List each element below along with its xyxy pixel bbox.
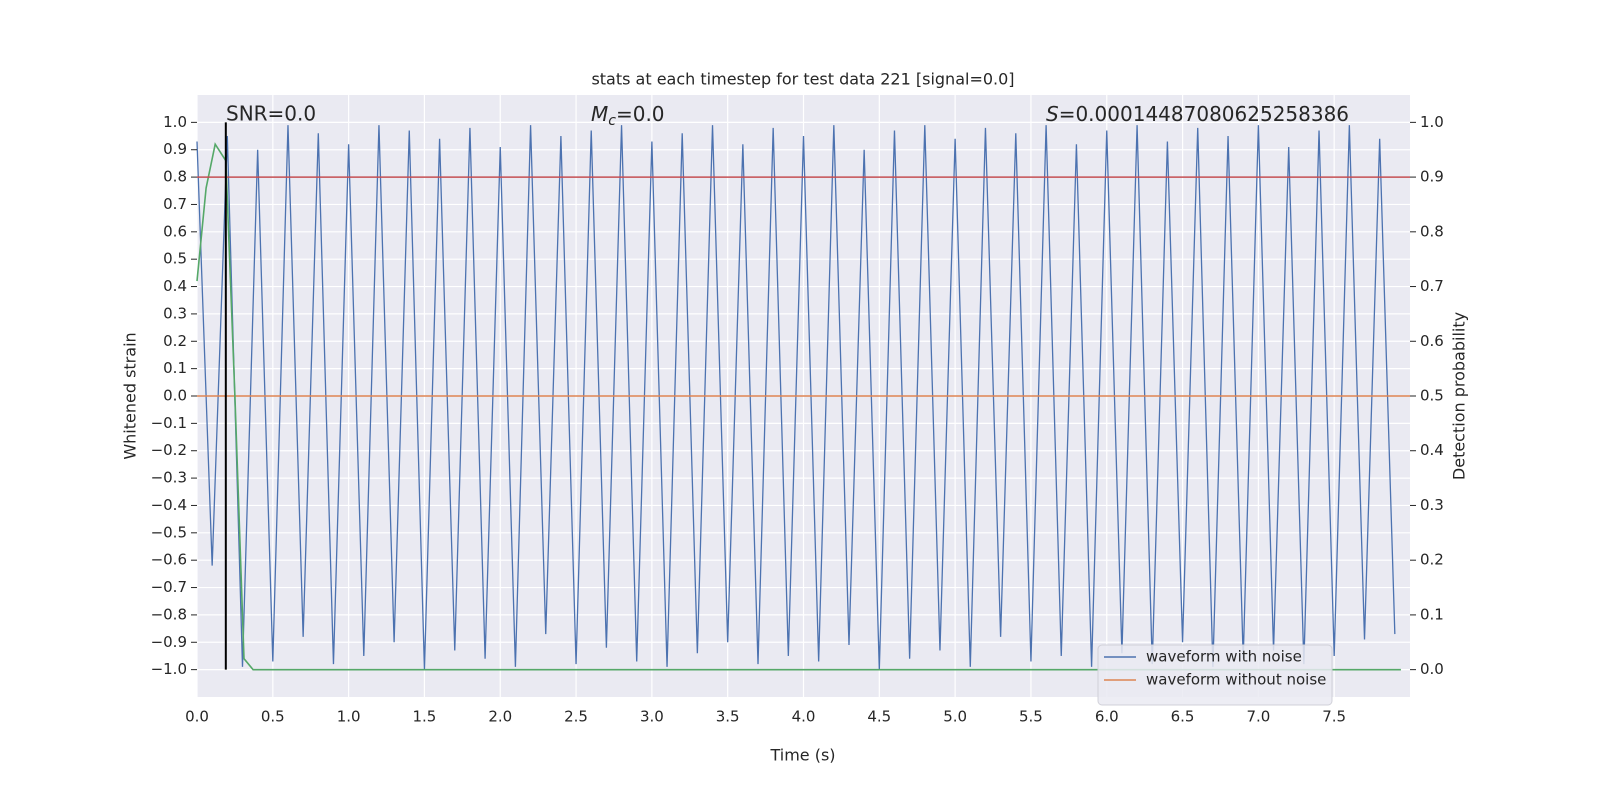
s-symbol: S [1046, 102, 1059, 126]
mc-sub: c [608, 113, 616, 129]
y2-tick-label: 0.3 [1420, 496, 1444, 514]
y2-tick-label: 0.0 [1420, 660, 1444, 678]
y-tick-label: −0.1 [151, 414, 187, 432]
legend-label: waveform without noise [1146, 671, 1326, 689]
y-tick-label: 0.3 [163, 304, 187, 322]
y-axis-label: Whitened strain [121, 332, 140, 459]
x-tick-label: 1.5 [413, 708, 437, 726]
y-tick-label: −0.2 [151, 441, 187, 459]
chart-title: stats at each timestep for test data 221… [591, 70, 1014, 89]
x-tick-label: 4.5 [867, 708, 891, 726]
x-tick-label: 2.0 [488, 708, 512, 726]
y-tick-label: −0.5 [151, 523, 187, 541]
y-tick-label: 0.9 [163, 140, 187, 158]
x-tick-label: 4.0 [792, 708, 816, 726]
y-tick-label: 0.6 [163, 222, 187, 240]
y-tick-label: 0.0 [163, 387, 187, 405]
x-tick-label: 2.5 [564, 708, 588, 726]
series-line [196, 142, 1401, 671]
mc-symbol: M [591, 102, 608, 126]
x-tick-label: 7.0 [1246, 708, 1270, 726]
x-tick-label: 5.0 [943, 708, 967, 726]
y2-tick-label: 0.2 [1420, 551, 1444, 569]
x-axis-label: Time (s) [769, 746, 835, 765]
x-tick-label: 3.0 [640, 708, 664, 726]
y-tick-label: −0.8 [151, 605, 187, 623]
s-value: =0.00014487080625258386 [1059, 102, 1349, 126]
y-tick-label: 0.2 [163, 332, 187, 350]
y-tick-label: −0.9 [151, 633, 187, 651]
y2-tick-label: 0.8 [1420, 222, 1444, 240]
y2-tick-label: 0.7 [1420, 277, 1444, 295]
s-annotation: S=0.00014487080625258386 [1046, 102, 1349, 126]
y2-tick-label: 0.1 [1420, 605, 1444, 623]
mc-value: =0.0 [616, 102, 665, 126]
legend-label: waveform with noise [1146, 648, 1302, 666]
x-tick-label: 6.5 [1171, 708, 1195, 726]
y-tick-label: 0.7 [163, 195, 187, 213]
y-tick-label: −0.6 [151, 551, 187, 569]
y-tick-label: −0.7 [151, 578, 187, 596]
x-tick-label: 7.5 [1322, 708, 1346, 726]
y2-tick-label: 1.0 [1420, 113, 1444, 131]
x-tick-label: 0.0 [185, 708, 209, 726]
legend-box [1097, 644, 1333, 706]
y-tick-label: 1.0 [163, 113, 187, 131]
x-tick-label: 1.0 [337, 708, 361, 726]
y2-axis-label: Detection probability [1450, 312, 1469, 480]
y-tick-label: −1.0 [151, 660, 187, 678]
y2-tick-label: 0.5 [1420, 387, 1444, 405]
y-tick-label: −0.4 [151, 496, 187, 514]
y2-tick-label: 0.4 [1420, 441, 1444, 459]
mc-annotation: Mc=0.0 [591, 102, 665, 130]
x-tick-label: 6.0 [1095, 708, 1119, 726]
x-tick-label: 0.5 [261, 708, 285, 726]
y-tick-label: 0.1 [163, 359, 187, 377]
y-tick-label: 0.4 [163, 277, 187, 295]
y-tick-label: −0.3 [151, 469, 187, 487]
y2-tick-label: 0.9 [1420, 168, 1444, 186]
y2-tick-label: 0.6 [1420, 332, 1444, 350]
x-tick-label: 5.5 [1019, 708, 1043, 726]
snr-annotation: SNR=0.0 [226, 102, 316, 126]
y-tick-label: 0.5 [163, 250, 187, 268]
x-tick-label: 3.5 [716, 708, 740, 726]
y-tick-label: 0.8 [163, 168, 187, 186]
